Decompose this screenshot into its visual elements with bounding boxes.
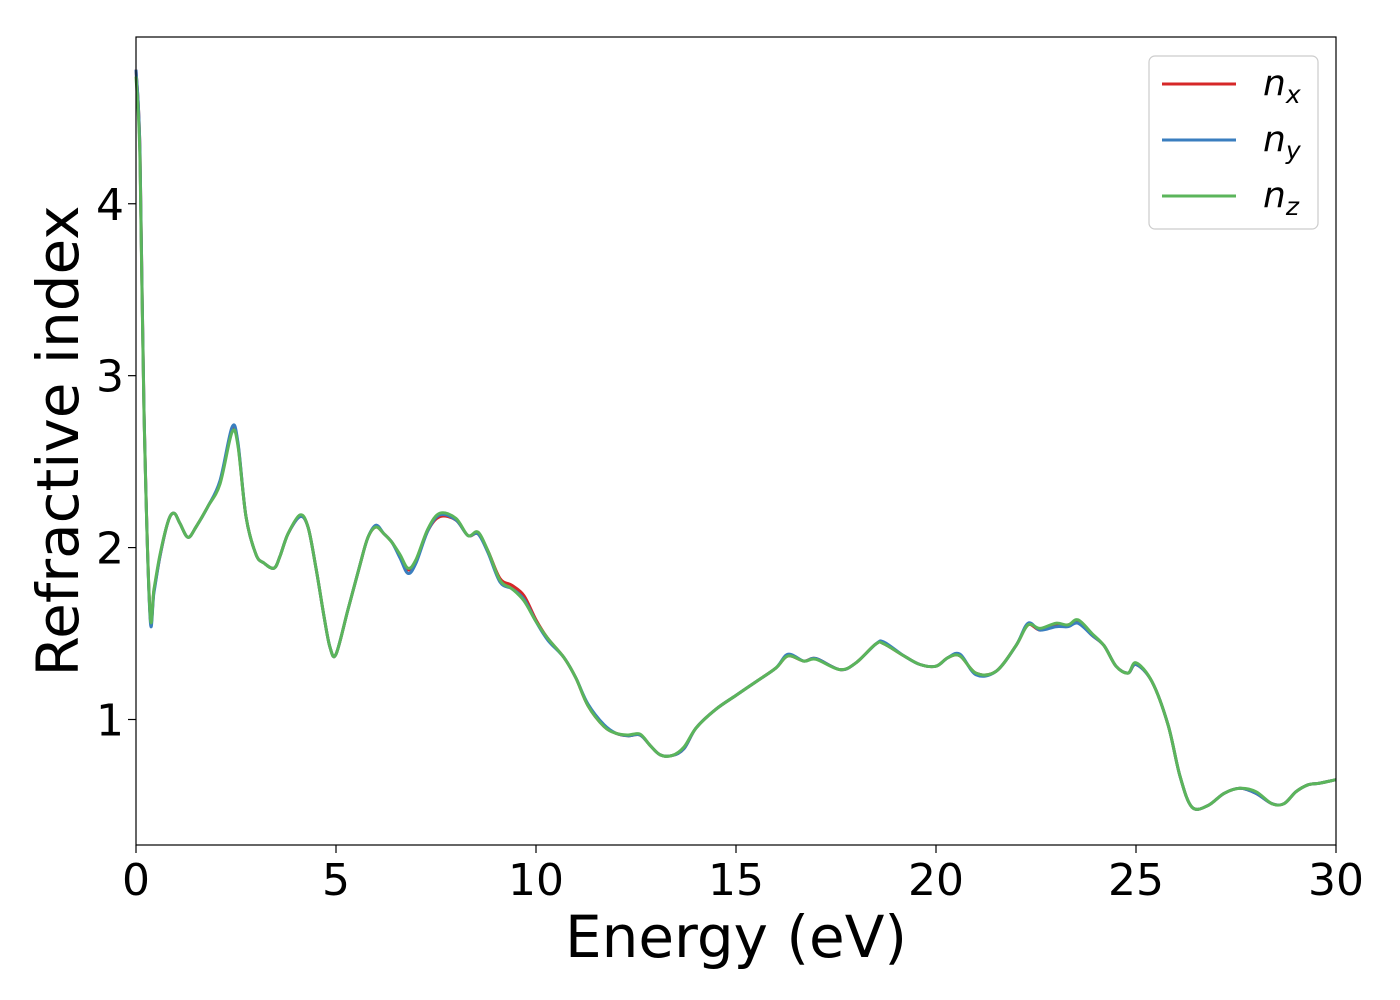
plot-frame bbox=[135, 36, 1337, 846]
legend-box bbox=[1148, 55, 1319, 230]
y-axis-ticks: 1 2 3 4 bbox=[96, 180, 136, 747]
plot-lines bbox=[134, 69, 1337, 811]
series-line-nz bbox=[134, 76, 1337, 811]
x-tick-label: 20 bbox=[908, 855, 964, 906]
x-tick-label: 5 bbox=[322, 855, 350, 906]
y-tick-label: 4 bbox=[96, 180, 124, 231]
legend-label-nz: nz bbox=[1263, 175, 1300, 221]
x-tick-label: 10 bbox=[508, 855, 564, 906]
y-tick-label: 2 bbox=[96, 524, 124, 575]
x-axis-label: Energy (eV) bbox=[565, 903, 907, 971]
legend: nx ny nz bbox=[1148, 55, 1319, 230]
y-axis-label: Refractive index bbox=[24, 205, 92, 676]
y-tick-label: 3 bbox=[96, 352, 124, 403]
legend-label-nx: nx bbox=[1263, 63, 1301, 109]
x-tick-label: 30 bbox=[1308, 855, 1364, 906]
y-tick-label: 1 bbox=[96, 696, 124, 747]
legend-label-ny: ny bbox=[1263, 119, 1302, 165]
x-axis-ticks: 0 5 10 15 20 25 30 bbox=[122, 845, 1364, 906]
x-tick-label: 25 bbox=[1108, 855, 1164, 906]
x-tick-label: 0 bbox=[122, 855, 150, 906]
x-tick-label: 15 bbox=[708, 855, 764, 906]
